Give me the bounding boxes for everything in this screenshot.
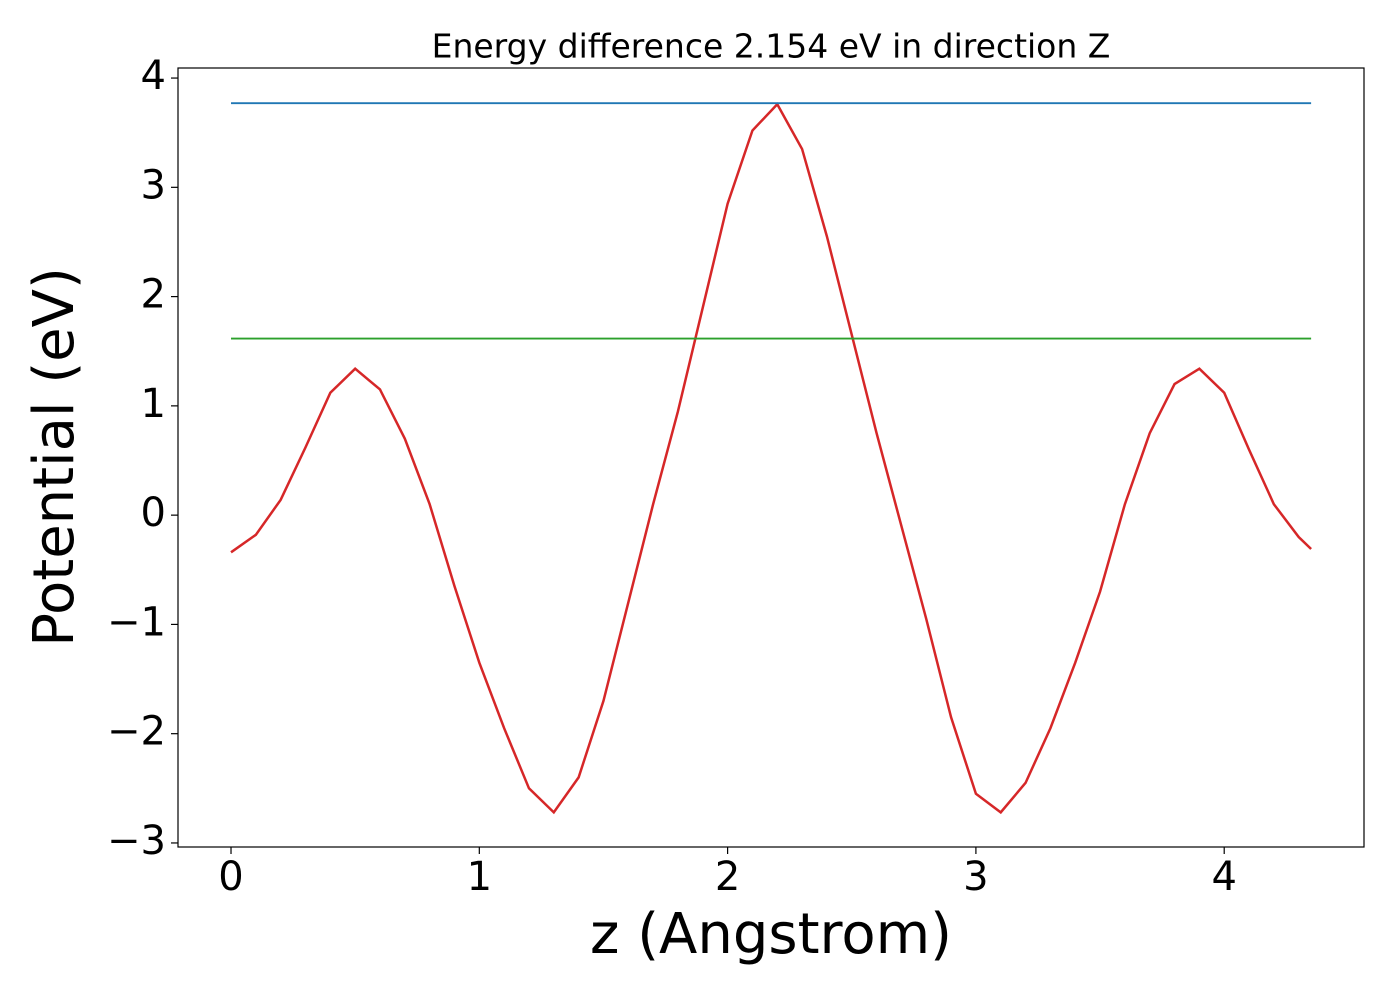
y-tick-label: 1 [141,381,166,427]
y-axis-label: Potential (eV) [22,267,87,647]
y-tick-label: 4 [141,53,166,99]
x-tick-label: 1 [467,854,492,900]
series-line [230,102,1312,815]
x-tick-label: 0 [218,854,243,900]
y-tick-label: −3 [107,818,166,864]
x-axis-label: z (Angstrom) [590,902,952,967]
y-tick-label: −1 [107,599,166,645]
y-tick-label: 3 [141,162,166,208]
y-tick-label: −2 [107,709,166,755]
y-tick-label: 0 [141,490,166,536]
plot-frame [177,67,1365,848]
x-tick-label: 3 [963,854,988,900]
chart-title: Energy difference 2.154 eV in direction … [432,27,1111,66]
y-tick-label: 2 [141,272,166,318]
x-tick-label: 4 [1211,854,1236,900]
x-tick-label: 2 [715,854,740,900]
